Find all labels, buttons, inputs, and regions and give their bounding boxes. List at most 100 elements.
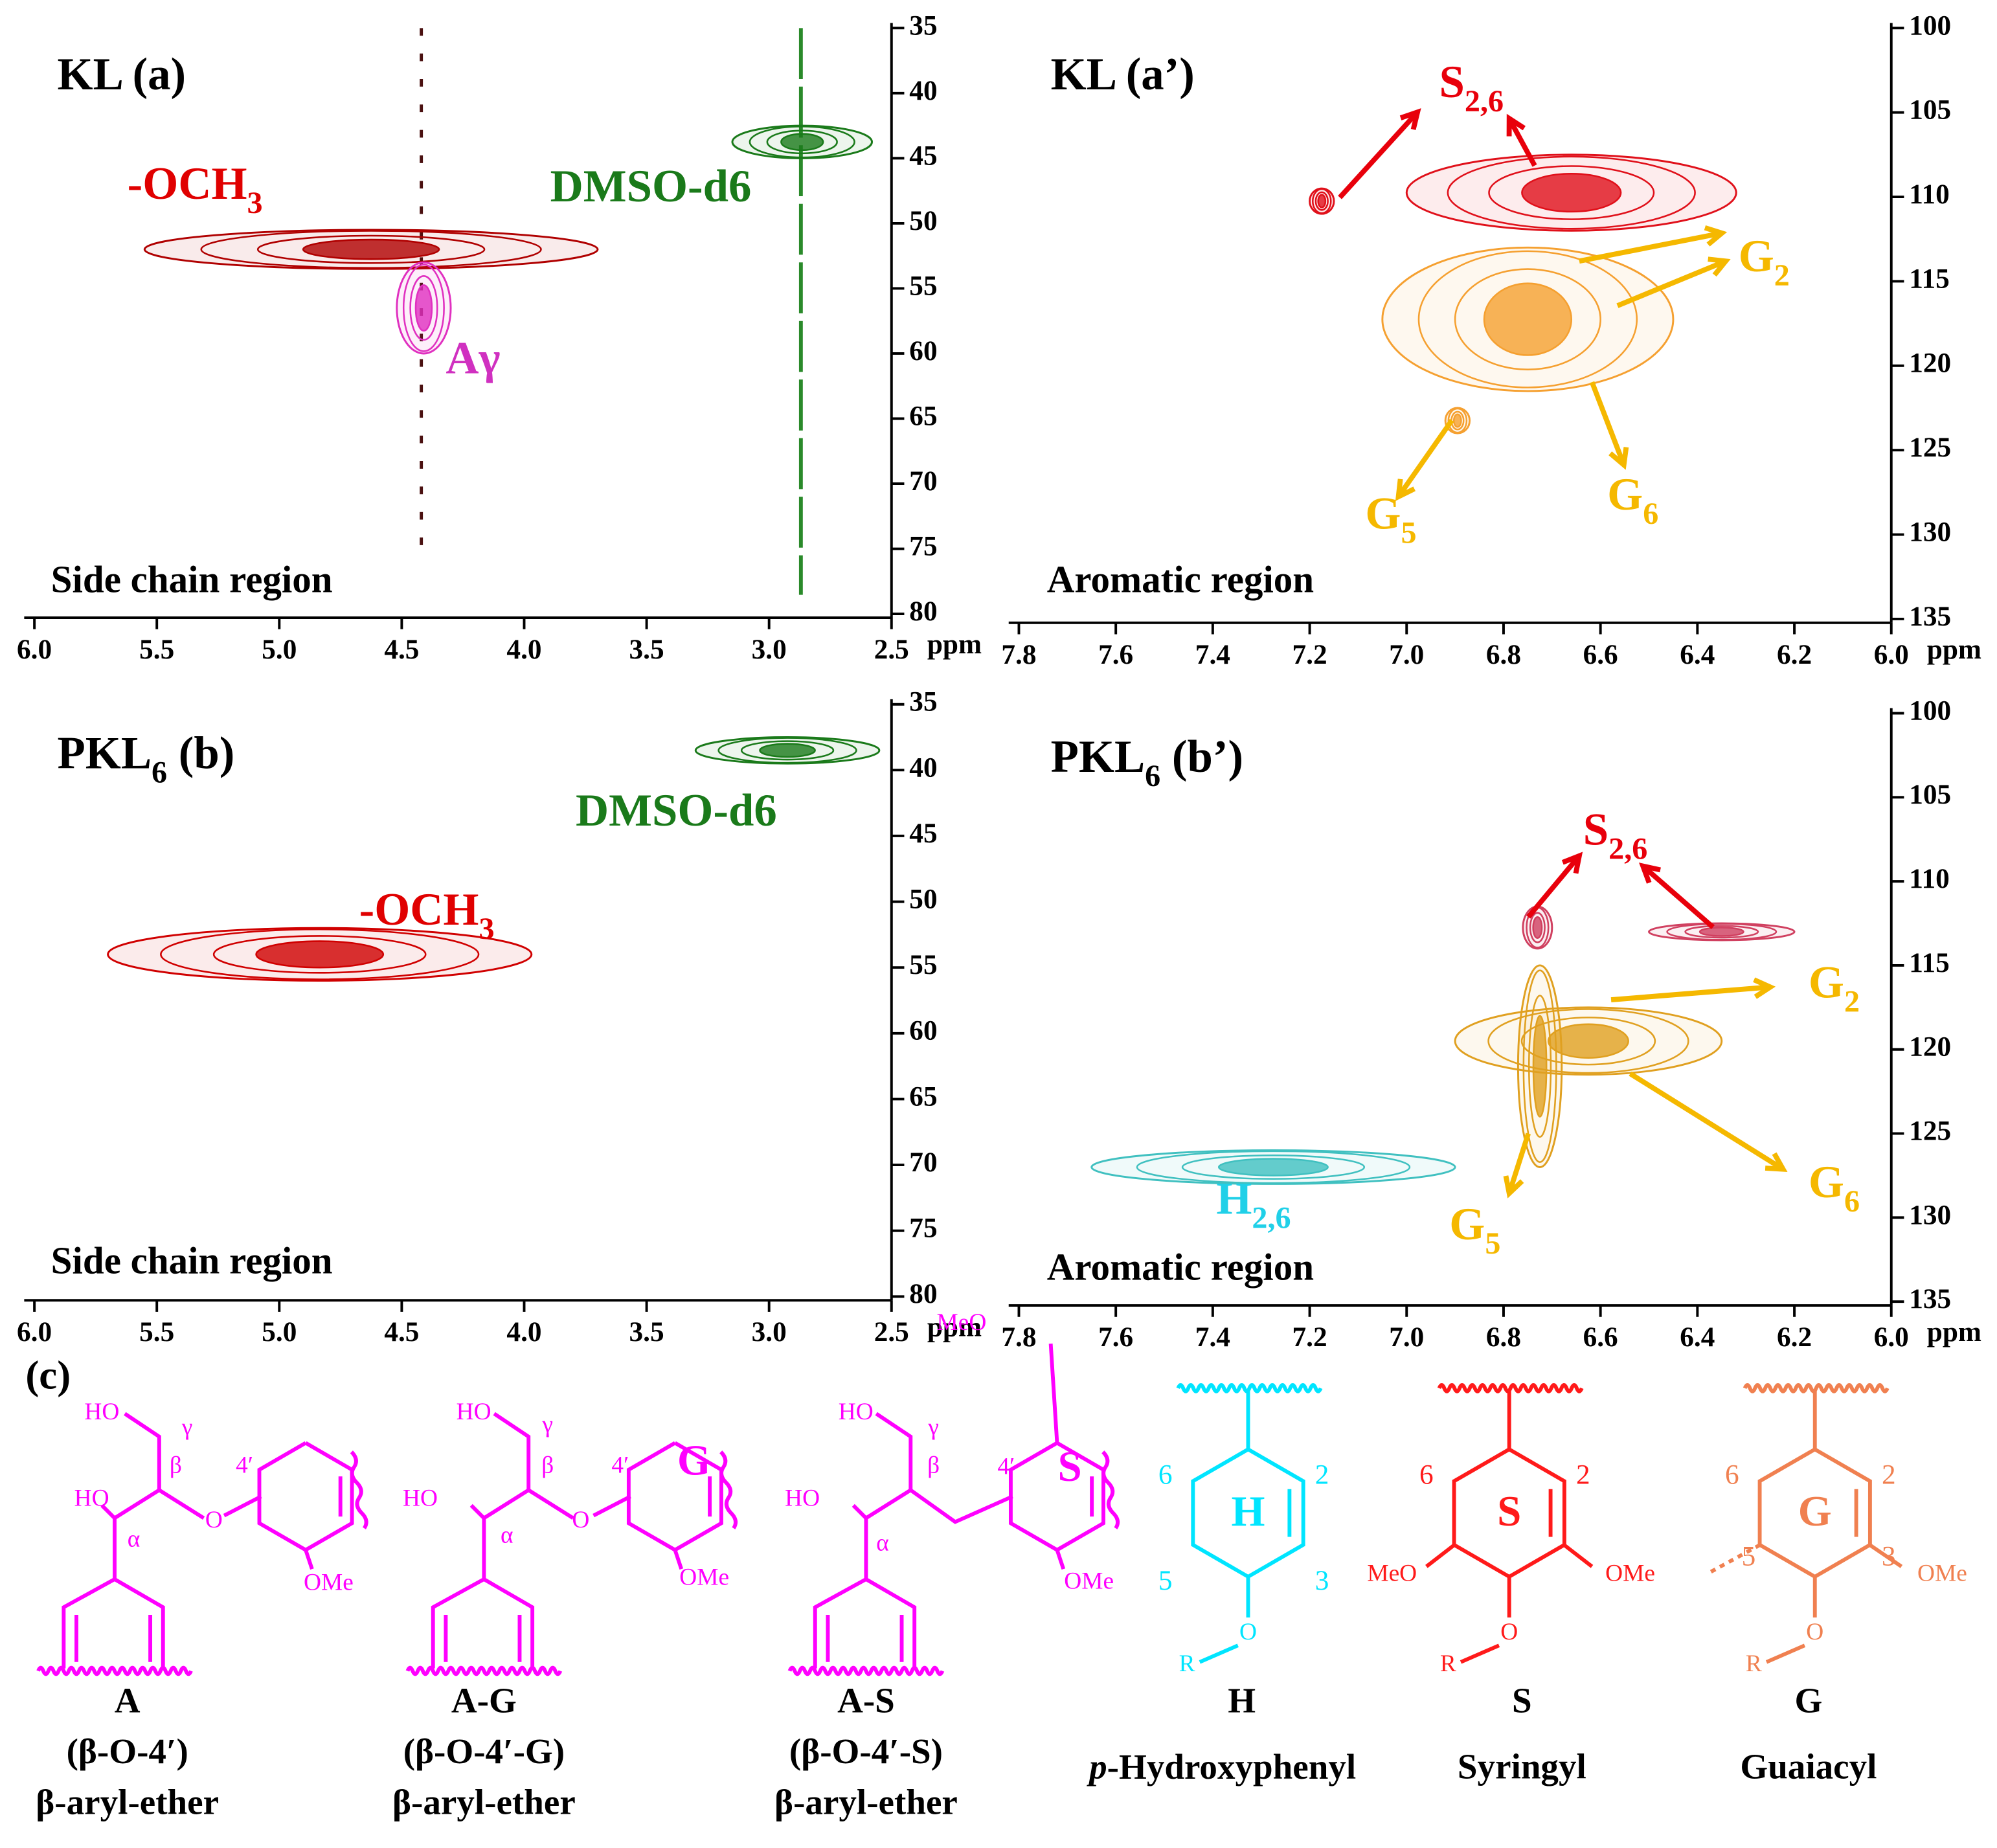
text-segment: PKL <box>58 728 152 779</box>
arrow-head <box>1608 447 1629 470</box>
contour-level <box>409 275 438 341</box>
peak-annotation: DMSO-d6 <box>550 161 752 212</box>
y-tick-label: 75 <box>909 1213 937 1244</box>
panel-title: PKL6 (b’) <box>1051 732 1243 793</box>
y-tick-label: 80 <box>909 1278 937 1309</box>
y-tick-label: 135 <box>1909 1283 1951 1314</box>
y-tick-label: 105 <box>1909 779 1951 810</box>
structure-caption: β-aryl-ether <box>774 1783 958 1822</box>
arrow-head <box>1506 113 1526 137</box>
subscript: 2 <box>1774 258 1790 293</box>
arrow-head <box>1708 256 1731 277</box>
x-tick-label: 6.6 <box>1583 1322 1618 1353</box>
bond <box>482 1412 531 1579</box>
x-tick-label: 6.8 <box>1486 1322 1521 1353</box>
atom-label: OMe <box>679 1564 729 1591</box>
y-tick-label: 55 <box>909 270 937 301</box>
contour-level <box>717 737 857 764</box>
y-tick-label: 60 <box>909 335 937 366</box>
contour-level <box>256 234 486 264</box>
structure-caption: A-S <box>837 1680 895 1720</box>
contour-level <box>1452 413 1462 428</box>
contour-level <box>1684 925 1759 939</box>
contour-level <box>200 230 542 269</box>
y-tick-label: 55 <box>909 949 937 980</box>
peak-annotation: Aγ <box>446 333 500 384</box>
y-tick-label: 125 <box>1909 432 1951 463</box>
text-segment: G <box>1739 232 1774 282</box>
y-tick-label: 110 <box>1909 179 1950 210</box>
arrow-shaft <box>1610 984 1771 1002</box>
peak-annotation: G6 <box>1607 469 1658 530</box>
subscript: 6 <box>1145 759 1160 793</box>
structure-caption: Syringyl <box>1458 1747 1586 1786</box>
ring-label: H <box>1231 1487 1265 1535</box>
subscript: 3 <box>479 912 494 946</box>
contour-level <box>1532 916 1543 940</box>
atom-label: R <box>1746 1651 1762 1677</box>
atom-label: 2 <box>1315 1459 1329 1491</box>
atom-label: R <box>1440 1651 1456 1677</box>
x-tick-label: 5.5 <box>139 634 174 665</box>
atom-label: MeO <box>1367 1561 1417 1587</box>
contour-level <box>1529 912 1546 943</box>
contour-level <box>1447 155 1696 230</box>
structure-caption: H <box>1228 1680 1256 1720</box>
subscript: 2,6 <box>1465 84 1504 118</box>
contour-level <box>1483 282 1573 356</box>
wavy-bond <box>1176 1383 1323 1393</box>
atom-label: O <box>572 1507 589 1533</box>
x-tick-label: 2.5 <box>874 1316 909 1347</box>
y-tick-label: 40 <box>909 752 937 783</box>
wavy-bond <box>1437 1383 1584 1393</box>
bond <box>909 1488 1013 1524</box>
bond <box>1199 1643 1239 1664</box>
text-segment: H <box>1216 1174 1252 1224</box>
x-tick-label: 3.0 <box>752 634 787 665</box>
x-tick-label: 7.2 <box>1292 639 1327 670</box>
contour-level <box>1488 165 1655 220</box>
peak-annotation: S2,6 <box>1583 805 1648 866</box>
arrow-shaft <box>1641 864 1715 929</box>
text-segment: (b’) <box>1160 732 1243 782</box>
atom-label: γ <box>181 1414 193 1440</box>
x-tick-label: 6.2 <box>1777 639 1812 670</box>
arrow-shaft <box>1629 1071 1785 1171</box>
ring-label: S <box>1497 1487 1521 1535</box>
text-segment: G <box>1449 1199 1485 1250</box>
text-segment: Aγ <box>446 333 500 384</box>
atom-label: 2 <box>1576 1459 1590 1491</box>
y-tick-label: 50 <box>909 205 937 236</box>
y-tick-label: 135 <box>1909 601 1951 632</box>
structure-caption: (β-O-4′) <box>67 1731 188 1771</box>
arrow-head <box>1753 977 1776 999</box>
x-tick-label: 7.6 <box>1098 1322 1133 1353</box>
contour-level <box>1522 969 1557 1163</box>
ring-label: G <box>1798 1487 1832 1535</box>
atom-label: 3 <box>1882 1540 1896 1572</box>
atom-label: OMe <box>304 1569 354 1595</box>
region-label: Aromatic region <box>1047 558 1314 600</box>
contour-level <box>780 133 824 152</box>
bond <box>1460 1643 1500 1664</box>
arrow-shaft <box>1589 381 1627 466</box>
structure-caption: A <box>115 1680 141 1720</box>
x-tick-label: 3.5 <box>629 1316 664 1347</box>
y-tick-label: 45 <box>909 140 937 171</box>
text-segment: -OCH <box>359 885 479 935</box>
x-axis-label: ppm <box>1927 634 1981 665</box>
y-tick-label: 125 <box>1909 1115 1951 1146</box>
wavy-bond <box>787 1665 945 1676</box>
x-tick-label: 4.0 <box>506 634 541 665</box>
atom-label: OMe <box>1064 1568 1114 1594</box>
text-segment: G <box>1607 469 1643 520</box>
wavy-bond <box>36 1665 193 1676</box>
structure-caption: Guaiacyl <box>1740 1747 1877 1786</box>
contour-level <box>1547 1023 1629 1059</box>
wavy-bond <box>1101 1450 1120 1529</box>
y-tick-label: 100 <box>1909 10 1951 41</box>
wavy-bond <box>405 1665 563 1676</box>
y-tick-label: 35 <box>909 686 937 717</box>
contour-level <box>1520 1017 1656 1066</box>
text-segment: S <box>1583 805 1608 855</box>
